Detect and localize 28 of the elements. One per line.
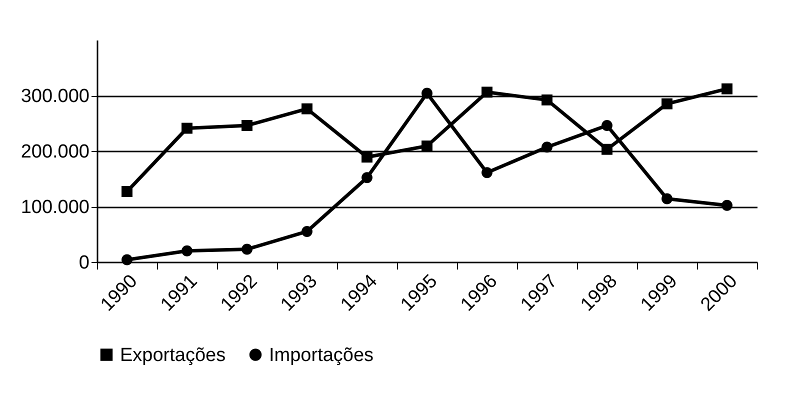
legend-label: Importações bbox=[269, 344, 374, 366]
point bbox=[362, 152, 372, 163]
point bbox=[482, 167, 492, 178]
point bbox=[482, 86, 492, 98]
point bbox=[602, 144, 612, 155]
y-tick-label: 100.000 bbox=[20, 197, 90, 218]
point bbox=[242, 120, 252, 131]
point bbox=[602, 120, 612, 131]
point bbox=[122, 186, 132, 197]
y-tick-label: 300.000 bbox=[20, 86, 90, 107]
point bbox=[542, 142, 552, 153]
point bbox=[362, 172, 372, 184]
point bbox=[542, 94, 552, 106]
legend-label: Exportações bbox=[120, 344, 226, 366]
y-tick-label: 200.000 bbox=[20, 142, 90, 162]
point bbox=[722, 200, 732, 211]
point bbox=[422, 140, 432, 152]
point bbox=[302, 226, 312, 237]
point bbox=[722, 83, 732, 94]
point bbox=[302, 103, 312, 114]
point bbox=[422, 88, 432, 99]
point bbox=[242, 244, 252, 255]
point bbox=[182, 122, 192, 134]
point bbox=[662, 98, 672, 110]
y-tick-label: 0 bbox=[78, 252, 90, 274]
point bbox=[122, 254, 132, 266]
point bbox=[182, 245, 192, 256]
point bbox=[662, 193, 672, 204]
